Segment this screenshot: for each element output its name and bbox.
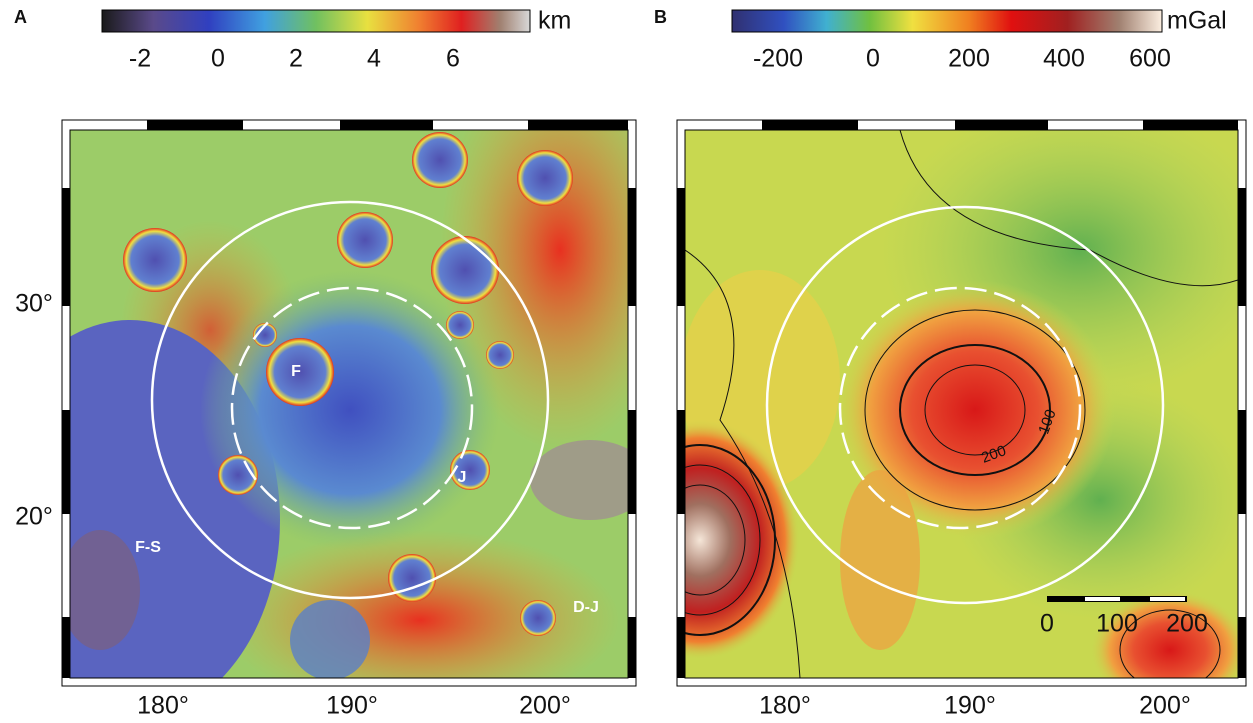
annotation: D-J	[573, 599, 599, 616]
x-tick-label: 200°	[519, 692, 571, 720]
annotation: F	[291, 363, 301, 380]
x-tick-label: 190°	[944, 692, 996, 720]
colorbar-tick: 4	[367, 45, 381, 73]
panel-label: B	[654, 7, 667, 27]
colorbar-tick: 2	[289, 45, 303, 73]
x-tick-label: 190°	[326, 692, 378, 720]
x-tick-label: 200°	[1139, 692, 1191, 720]
x-tick-label: 180°	[137, 692, 189, 720]
annotation: J	[458, 469, 467, 486]
colorbar-tick: 0	[211, 45, 225, 73]
annotation: F-S	[135, 539, 161, 556]
y-tick-label: 20°	[15, 503, 53, 531]
x-tick-label: 180°	[759, 692, 811, 720]
colorbar	[732, 10, 1162, 32]
colorbar	[102, 10, 530, 32]
figure: A km -2 0 2 4 6 F J F	[0, 0, 1253, 723]
scale-bar-label: 0	[1040, 610, 1054, 638]
colorbar-unit: mGal	[1167, 7, 1227, 35]
y-tick-label: 30°	[15, 290, 53, 318]
colorbar-tick: -200	[753, 45, 803, 73]
panel-label: A	[14, 7, 27, 27]
colorbar-tick: 0	[866, 45, 880, 73]
colorbar-tick: 400	[1043, 45, 1085, 73]
colorbar-tick: 600	[1129, 45, 1171, 73]
gravity-map	[600, 100, 1253, 710]
colorbar-unit: km	[538, 7, 571, 35]
colorbar-tick: -2	[129, 45, 151, 73]
scale-bar-label: 200	[1166, 610, 1208, 638]
scale-bar-label: 100	[1096, 610, 1138, 638]
colorbar-tick: 200	[948, 45, 990, 73]
colorbar-tick: 6	[446, 45, 460, 73]
topography-map	[0, 50, 680, 720]
